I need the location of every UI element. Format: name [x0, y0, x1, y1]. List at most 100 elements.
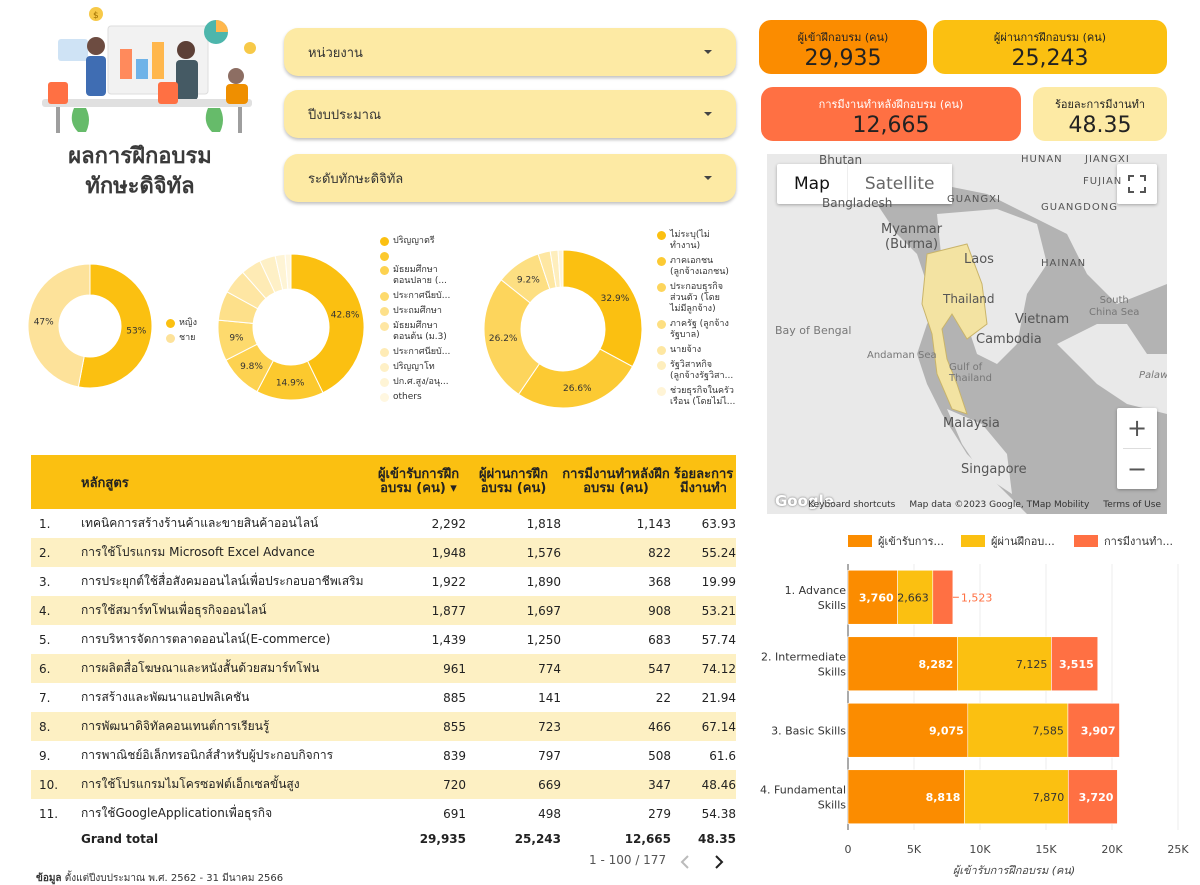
legend-item[interactable]: ประกอบธุรกิจ ส่วนตัว (โดย ไม่มีลูกจ้าง): [657, 282, 739, 315]
table-row[interactable]: 10. การใช้โปรแกรมไมโครซอฟต์เอ็กเซลขั้นสูง…: [31, 770, 736, 799]
x-tick-label: 20K: [1101, 843, 1123, 856]
table-header: หลักสูตร ผู้เข้ารับการฝึกอบรม (คน) ▾ ผู้…: [31, 455, 736, 509]
legend-item[interactable]: others: [380, 392, 460, 403]
fullscreen-button[interactable]: [1117, 164, 1157, 204]
legend-label: ชาย: [179, 333, 196, 343]
cell-enrolled: 1,922: [431, 574, 466, 589]
donut-slice-label: 9.8%: [240, 362, 263, 372]
table-row[interactable]: 9. การพาณิชย์อิเล็กทรอนิกส์สำหรับผู้ประกอ…: [31, 741, 736, 770]
legend-item[interactable]: ประกาศนียบั...: [380, 291, 460, 302]
donut-slice[interactable]: [290, 254, 364, 394]
prev-page-icon[interactable]: [678, 854, 692, 870]
cell-enrolled: 1,877: [431, 603, 466, 618]
legend-item[interactable]: มัธยมศึกษา ตอนต้น (ม.3): [380, 321, 460, 343]
table-row[interactable]: 5. การบริหารจัดการตลาดออนไลน์(E-commerce)…: [31, 625, 736, 654]
header-rate[interactable]: ร้อยละการมีงานทำ: [673, 467, 734, 496]
donut-slice[interactable]: [284, 254, 292, 290]
legend-label: ช่วยธุรกิจในครัว เรือน (โดยไม่ไ...: [670, 386, 736, 407]
map-data-attribution: Map data ©2023 Google, TMap Mobility: [909, 500, 1090, 510]
x-tick-label: 0: [845, 843, 852, 856]
legend-item[interactable]: ภาครัฐ (ลูกจ้าง รัฐบาล): [657, 319, 739, 341]
legend-item[interactable]: นายจ้าง: [657, 345, 739, 356]
cell-index: 9.: [39, 748, 51, 763]
next-page-icon[interactable]: [712, 854, 726, 870]
legend-item[interactable]: ปก.ศ.สูง/อนุ...: [380, 377, 460, 388]
x-tick-label: 15K: [1035, 843, 1057, 856]
bar-segment[interactable]: [1067, 702, 1120, 758]
donut-slice[interactable]: [484, 279, 541, 396]
zoom-in-button[interactable]: +: [1126, 414, 1148, 442]
bar-segment[interactable]: [1051, 636, 1099, 692]
bar-value-label: 2,663: [897, 591, 929, 604]
legend-label: หญิง: [179, 318, 197, 328]
legend-label[interactable]: ผู้เข้ารับการ...: [878, 535, 944, 548]
bar-segment[interactable]: [964, 769, 1069, 825]
legend-label: ไม่ระบุ(ไม่ ทำงาน): [670, 230, 710, 251]
donut-gender: 53% 47%: [28, 264, 152, 388]
chevron-down-icon: [704, 50, 712, 54]
filter-skill-level[interactable]: ระดับทักษะดิจิทัล: [284, 154, 736, 202]
total-enrolled: 29,935: [419, 832, 466, 846]
filter-department[interactable]: หน่วยงาน: [284, 28, 736, 76]
terms-of-use-link[interactable]: Terms of Use: [1103, 500, 1161, 510]
table-row[interactable]: 8. การพัฒนาดิจิทัลคอนเทนต์การเรียนรู้ 855 7…: [31, 712, 736, 741]
legend-item[interactable]: รัฐวิสาหกิจ (ลูกจ้างรัฐวิสา...: [657, 360, 739, 382]
donut-slice[interactable]: [28, 264, 91, 388]
table-row[interactable]: 6. การผลิตสื่อโฆษณาและหนังสั้นด้วยสมาร์ทโ…: [31, 654, 736, 683]
legend-item[interactable]: ปริญญาโท: [380, 362, 460, 373]
google-logo: Google: [775, 492, 834, 510]
svg-text:$: $: [93, 11, 99, 21]
legend-item[interactable]: มัธยมศึกษา ตอนปลาย (...: [380, 265, 460, 287]
table-row[interactable]: 1. เทคนิคการสร้างร้านค้าและขายสินค้าออนไล…: [31, 509, 736, 538]
legend-item[interactable]: ปริญญาตรี: [380, 236, 460, 247]
legend-label[interactable]: ผู้ผ่านฝึกอบ...: [991, 535, 1055, 548]
legend-label: ภาคเอกชน (ลูกจ้างเอกชน): [670, 256, 729, 277]
legend-item[interactable]: ไม่ระบุ(ไม่ ทำงาน): [657, 230, 739, 252]
legend-dot: [657, 257, 666, 266]
filter-fiscal-year[interactable]: ปีงบประมาณ: [284, 90, 736, 138]
legend-label[interactable]: การมีงานทำ...: [1104, 535, 1173, 548]
cell-index: 4.: [39, 603, 51, 618]
legend-item[interactable]: หญิง: [166, 318, 226, 329]
kpi-passed-label: ผู้ผ่านการฝึกอบรม (คน): [993, 31, 1107, 44]
legend-item[interactable]: ชาย: [166, 333, 226, 344]
category-label: 4. Fundamental: [760, 783, 846, 796]
donut-slice[interactable]: [517, 348, 634, 408]
bar-segment[interactable]: [957, 636, 1052, 692]
table-row[interactable]: 7. การสร้างและพัฒนาแอปพลิเคชัน 885 141 22 21.…: [31, 683, 736, 712]
zoom-out-button[interactable]: −: [1126, 455, 1148, 483]
table-row[interactable]: 3. การประยุกต์ใช้สื่อสังคมออนไลน์เพื่อประ…: [31, 567, 736, 596]
legend-item[interactable]: ช่วยธุรกิจในครัว เรือน (โดยไม่ไ...: [657, 386, 739, 408]
map-type-map[interactable]: Map: [794, 174, 830, 194]
bar-segment[interactable]: [932, 569, 954, 625]
donut-slice[interactable]: [77, 264, 152, 388]
legend-item[interactable]: ประกาศนียบั...: [380, 347, 460, 358]
bar-segment[interactable]: [967, 702, 1069, 758]
legend-gender: หญิงชาย: [166, 318, 226, 348]
legend-item[interactable]: ประถมศึกษา: [380, 306, 460, 317]
bar-segment[interactable]: [897, 569, 934, 625]
bar-segment[interactable]: [1067, 769, 1118, 825]
table-row[interactable]: 11. การใช้GoogleApplicationเพื่อธุรกิจ 691…: [31, 799, 736, 828]
donut-slice[interactable]: [562, 250, 642, 368]
bar-segment[interactable]: [847, 569, 898, 625]
map-widget[interactable]: Map Satellite Bhutan HUNAN JIANGXI FUJIA…: [767, 154, 1167, 514]
courses-table: หลักสูตร ผู้เข้ารับการฝึกอบรม (คน) ▾ ผู้…: [31, 455, 736, 850]
table-row[interactable]: 2. การใช้โปรแกรม Microsoft Excel Advance 1…: [31, 538, 736, 567]
map-type-satellite[interactable]: Satellite: [846, 164, 952, 204]
map-label-malaysia: Malaysia: [943, 416, 1000, 431]
header-enrolled[interactable]: ผู้เข้ารับการฝึกอบรม (คน) ▾: [377, 467, 460, 496]
keyboard-shortcuts-link[interactable]: Keyboard shortcuts: [808, 500, 896, 510]
category-label: 2. Intermediate: [761, 650, 846, 663]
legend-label: ประกอบธุรกิจ ส่วนตัว (โดย ไม่มีลูกจ้าง): [670, 282, 723, 314]
table-row[interactable]: 4. การใช้สมาร์ทโฟนเพื่อธุรกิจออนไลน์ 1,877…: [31, 596, 736, 625]
header-employed[interactable]: การมีงานทำหลังฝึกอบรม (คน): [562, 467, 670, 496]
x-tick-label: 25K: [1167, 843, 1189, 856]
header-course[interactable]: หลักสูตร: [81, 475, 129, 491]
bar-segment[interactable]: [847, 769, 965, 825]
legend-item[interactable]: ภาคเอกชน (ลูกจ้างเอกชน): [657, 256, 739, 278]
donut-slice[interactable]: [557, 250, 564, 288]
legend-item[interactable]: [380, 251, 460, 261]
header-passed[interactable]: ผู้ผ่านการฝึกอบรม (คน): [478, 467, 549, 496]
legend-label: ประถมศึกษา: [393, 306, 442, 316]
